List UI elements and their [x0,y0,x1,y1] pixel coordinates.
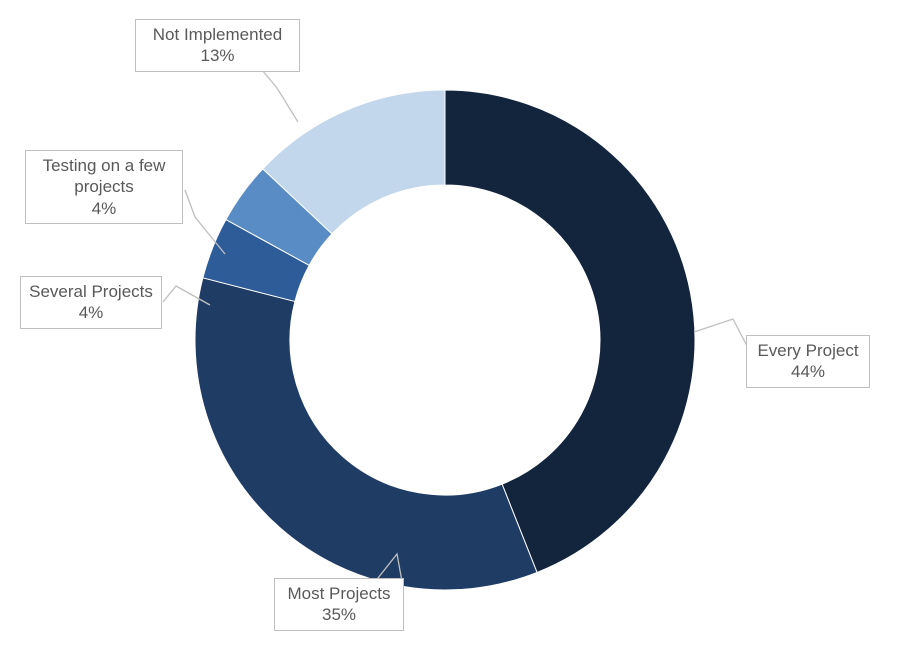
slice-label-name: Several Projects [29,281,153,302]
donut-slice [195,278,537,590]
slice-label-pct: 13% [144,45,291,66]
slice-label: Every Project44% [746,335,870,388]
slice-label: Most Projects35% [274,578,404,631]
leader-line [694,319,748,348]
slice-label-name: Every Project [755,340,861,361]
slice-label-name: Not Implemented [144,24,291,45]
slice-label-name: Testing on a few projects [34,155,174,198]
slice-label-pct: 4% [29,302,153,323]
slice-label-name: Most Projects [283,583,395,604]
leader-line [262,70,298,122]
slice-label-pct: 44% [755,361,861,382]
slice-label: Testing on a few projects4% [25,150,183,224]
slice-label: Several Projects4% [20,276,162,329]
slice-label-pct: 4% [34,198,174,219]
slice-label: Not Implemented13% [135,19,300,72]
donut-chart [0,0,901,661]
slice-label-pct: 35% [283,604,395,625]
